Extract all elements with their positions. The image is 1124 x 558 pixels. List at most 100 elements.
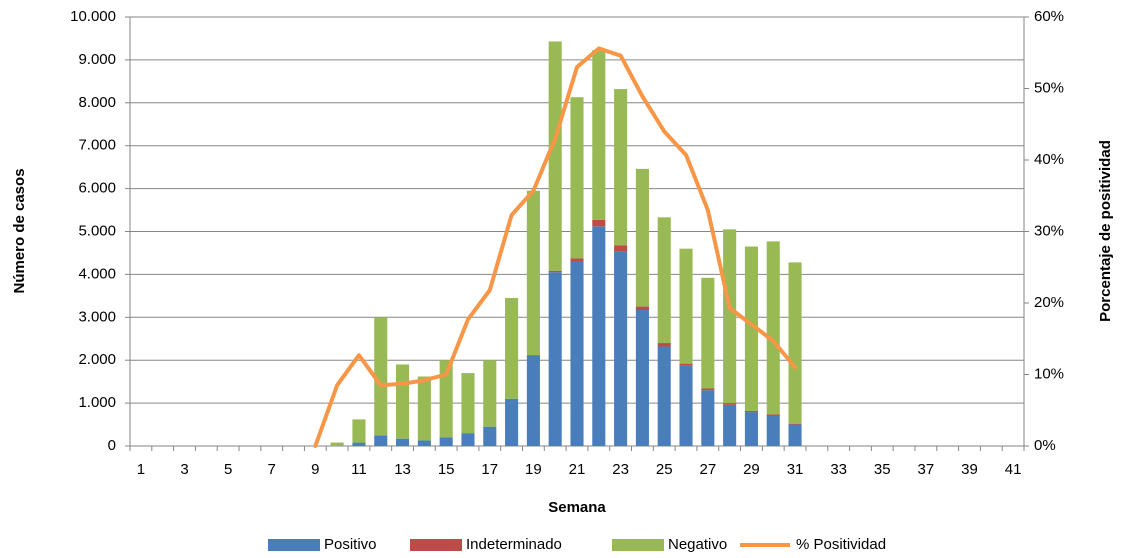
bar — [744, 412, 758, 446]
x-tick-label: 21 — [569, 461, 586, 478]
bar — [614, 251, 628, 446]
bar — [744, 246, 758, 411]
bar — [723, 404, 737, 446]
legend-swatch — [268, 539, 320, 551]
bar — [352, 442, 366, 446]
bar — [766, 415, 780, 446]
y-tick-label: 5.000 — [78, 222, 116, 239]
x-tick-label: 19 — [525, 461, 542, 478]
bar — [635, 310, 649, 446]
bar — [592, 226, 606, 446]
y2-tick-label: 10% — [1034, 365, 1064, 382]
y-tick-label: 0 — [108, 437, 116, 454]
bar — [526, 355, 540, 446]
y-tick-label: 8.000 — [78, 94, 116, 111]
y2-tick-label: 60% — [1034, 8, 1064, 25]
bar — [330, 442, 344, 446]
bar — [374, 317, 388, 436]
y-tick-label: 2.000 — [78, 351, 116, 368]
bar — [744, 410, 758, 413]
bar — [461, 373, 475, 434]
x-tick-label: 25 — [656, 461, 673, 478]
x-tick-label: 9 — [311, 461, 319, 478]
bar — [548, 272, 562, 446]
bar — [635, 168, 649, 307]
bar — [374, 435, 388, 446]
x-tick-label: 7 — [268, 461, 276, 478]
bar — [635, 306, 649, 311]
y-tick-label: 3.000 — [78, 308, 116, 325]
bar — [439, 360, 453, 438]
line — [313, 46, 798, 448]
x-tick-label: 29 — [743, 461, 760, 478]
bar — [592, 50, 606, 220]
y-tick-label: 1.000 — [78, 394, 116, 411]
bar — [548, 270, 562, 273]
legend-label: % Positividad — [796, 536, 886, 553]
bar — [505, 398, 519, 446]
legend-swatch — [612, 539, 664, 551]
bar — [505, 297, 519, 399]
y-tick-label: 4.000 — [78, 265, 116, 282]
bar — [483, 360, 497, 427]
x-tick-label: 41 — [1005, 461, 1022, 478]
x-tick-label: 39 — [961, 461, 978, 478]
bar — [788, 262, 802, 424]
bar — [701, 390, 715, 446]
bar — [526, 355, 540, 356]
bar — [679, 365, 693, 446]
x-tick-label: 11 — [351, 461, 367, 478]
x-tick-label: 17 — [481, 461, 498, 478]
legend-label: Negativo — [668, 536, 727, 553]
y-tick-label: 10.000 — [70, 8, 116, 25]
x-tick-label: 31 — [787, 461, 804, 478]
bar — [483, 426, 497, 446]
bar — [461, 433, 475, 446]
x-tick-label: 33 — [830, 461, 847, 478]
bar — [679, 363, 693, 366]
bar — [766, 414, 780, 416]
bar — [788, 424, 802, 446]
bar — [701, 277, 715, 389]
x-tick-label: 13 — [394, 461, 411, 478]
y2-tick-label: 50% — [1034, 79, 1064, 96]
bar — [417, 440, 431, 446]
bar — [396, 438, 410, 446]
y2-tick-label: 30% — [1034, 222, 1064, 239]
x-tick-label: 15 — [438, 461, 455, 478]
y-tick-label: 7.000 — [78, 137, 116, 154]
y2-axis-title: Porcentaje de positividad — [1097, 140, 1114, 322]
bar — [548, 41, 562, 271]
legend-label: Indeterminado — [466, 536, 562, 553]
bar — [614, 89, 628, 246]
bar — [701, 388, 715, 391]
legend-swatch — [410, 539, 462, 551]
bar — [352, 419, 366, 443]
y-tick-label: 9.000 — [78, 51, 116, 68]
bar — [657, 343, 671, 347]
legend-label: Positivo — [324, 536, 377, 553]
bar — [723, 403, 737, 405]
bar — [657, 217, 671, 344]
bar — [657, 346, 671, 446]
bar — [723, 229, 737, 404]
y2-tick-label: 20% — [1034, 294, 1064, 311]
bar — [679, 248, 693, 364]
y-axis-title: Número de casos — [11, 168, 28, 293]
y-tick-label: 6.000 — [78, 180, 116, 197]
x-tick-label: 27 — [699, 461, 716, 478]
y2-tick-label: 40% — [1034, 151, 1064, 168]
bar — [570, 97, 584, 259]
x-axis-title: Semana — [548, 499, 606, 516]
bar — [614, 245, 628, 252]
x-tick-label: 37 — [918, 461, 935, 478]
x-tick-label: 23 — [612, 461, 629, 478]
bar — [766, 241, 780, 415]
x-tick-label: 5 — [224, 461, 232, 478]
x-tick-label: 3 — [180, 461, 188, 478]
bar — [788, 423, 802, 425]
bar — [526, 190, 540, 356]
y2-tick-label: 0% — [1034, 437, 1056, 454]
x-tick-label: 1 — [137, 461, 145, 478]
